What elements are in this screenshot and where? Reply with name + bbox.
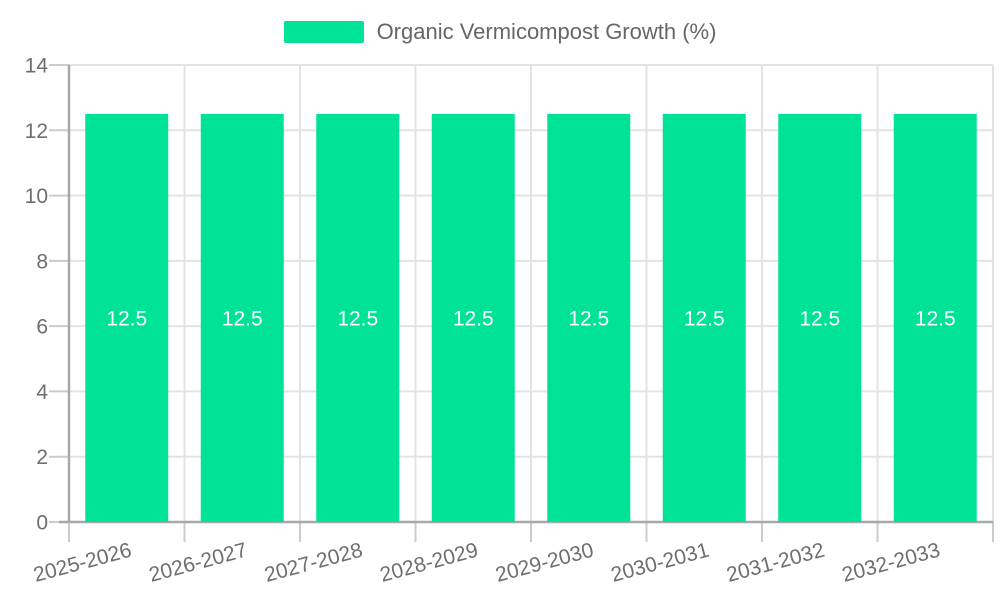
- y-axis-labels: 0 2 4 6 8 10 12 14: [25, 55, 49, 535]
- x-axis-label: 2032-2033: [840, 539, 943, 587]
- legend-label: Organic Vermicompost Growth (%): [376, 19, 717, 44]
- x-axis-label: 2027-2028: [262, 539, 365, 587]
- bar[interactable]: [200, 113, 284, 522]
- bar[interactable]: [893, 113, 977, 522]
- bar[interactable]: [85, 113, 169, 522]
- y-axis-label: 8: [36, 250, 48, 273]
- bar[interactable]: [431, 113, 515, 522]
- x-axis-label: 2029-2030: [493, 539, 596, 587]
- x-axis-labels: 2025-2026 2026-2027 2027-2028 2028-2029 2029…: [31, 539, 942, 587]
- x-axis-label: 2031-2032: [724, 539, 827, 587]
- x-axis-label: 2028-2029: [378, 539, 481, 587]
- bar[interactable]: [547, 113, 631, 522]
- bar[interactable]: [778, 113, 862, 522]
- y-axis-label: 14: [25, 55, 49, 78]
- x-axis-label: 2026-2027: [147, 539, 250, 587]
- axis-ticks: [49, 64, 994, 542]
- y-axis-label: 2: [36, 446, 48, 469]
- bar-value-label: 12.5: [915, 307, 956, 330]
- legend-marker-swatch: [283, 21, 364, 43]
- bar[interactable]: [316, 113, 400, 522]
- bars: [85, 113, 977, 522]
- bar-value-label: 12.5: [106, 307, 147, 330]
- bar[interactable]: [662, 113, 746, 522]
- y-axis-label: 6: [36, 316, 48, 339]
- bar-value-label: 12.5: [684, 307, 725, 330]
- x-axis-label: 2030-2031: [609, 539, 712, 587]
- x-axis-label: 2025-2026: [31, 539, 134, 587]
- y-axis-label: 10: [25, 185, 48, 208]
- bar-value-label: 12.5: [453, 307, 494, 330]
- bar-value-label: 12.5: [568, 307, 609, 330]
- y-axis-label: 4: [36, 381, 48, 404]
- data-labels: 12.5 12.5 12.5 12.5 12.5 12.5 12.5 12.5: [106, 307, 955, 330]
- bar-value-label: 12.5: [799, 307, 840, 330]
- legend[interactable]: Organic Vermicompost Growth (%): [0, 21, 1000, 43]
- y-axis-label: 12: [25, 120, 48, 143]
- bar-value-label: 12.5: [337, 307, 378, 330]
- bar-value-label: 12.5: [222, 307, 263, 330]
- y-axis-label: 0: [36, 512, 48, 535]
